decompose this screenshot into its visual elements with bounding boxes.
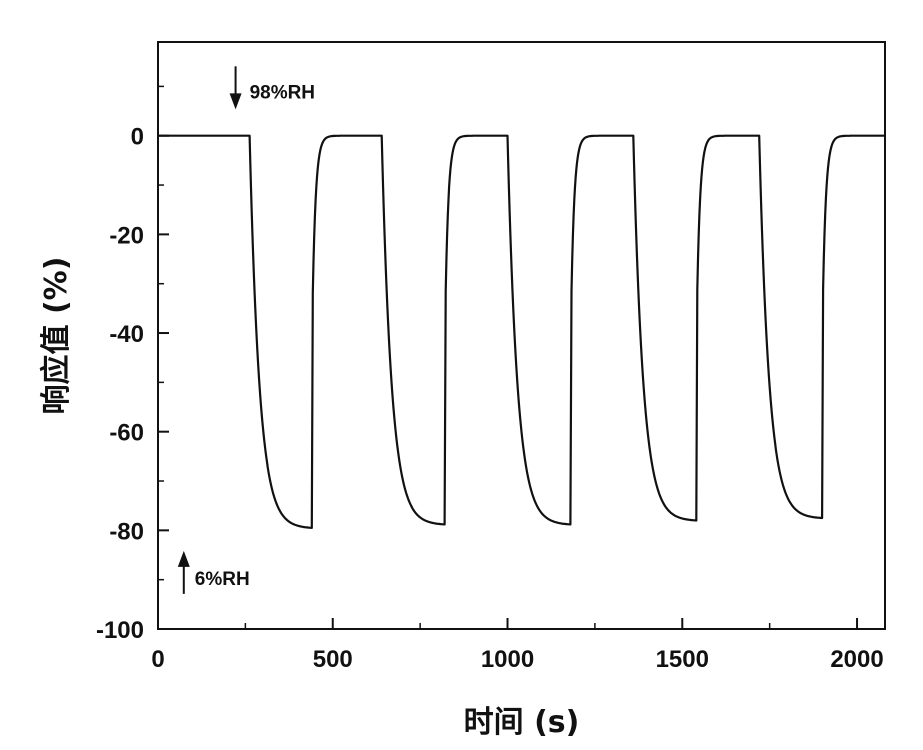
y-tick-label: -60 xyxy=(109,420,144,447)
series-line xyxy=(158,134,885,529)
x-axis: 0 500 1000 1500 2000 xyxy=(151,618,884,673)
annotations: 98%RH 6%RH xyxy=(177,66,315,594)
x-tick-label: 500 xyxy=(313,646,353,673)
y-tick-label: -80 xyxy=(109,518,144,545)
y-axis-title: 响应值 (%) xyxy=(39,257,74,415)
minor-ticks xyxy=(158,85,771,629)
annotation-label: 6%RH xyxy=(195,569,250,590)
x-tick-label: 1500 xyxy=(656,646,709,673)
annotation-arrowhead xyxy=(177,550,190,567)
x-tick-label: 2000 xyxy=(830,646,883,673)
x-tick-label: 1000 xyxy=(481,646,534,673)
plot-frame xyxy=(157,41,886,630)
y-tick-label: -40 xyxy=(109,321,144,348)
x-tick-label: 0 xyxy=(151,646,164,673)
y-tick-label: -20 xyxy=(109,222,144,249)
y-tick-label: 0 xyxy=(131,124,144,151)
annotation-label: 98%RH xyxy=(250,82,315,103)
x-axis-title: 时间 (s) xyxy=(464,705,580,740)
annotation-arrowhead xyxy=(229,93,242,110)
y-tick-label: -100 xyxy=(96,617,144,644)
y-axis: 0 -20 -40 -60 -80 -100 xyxy=(96,124,169,644)
